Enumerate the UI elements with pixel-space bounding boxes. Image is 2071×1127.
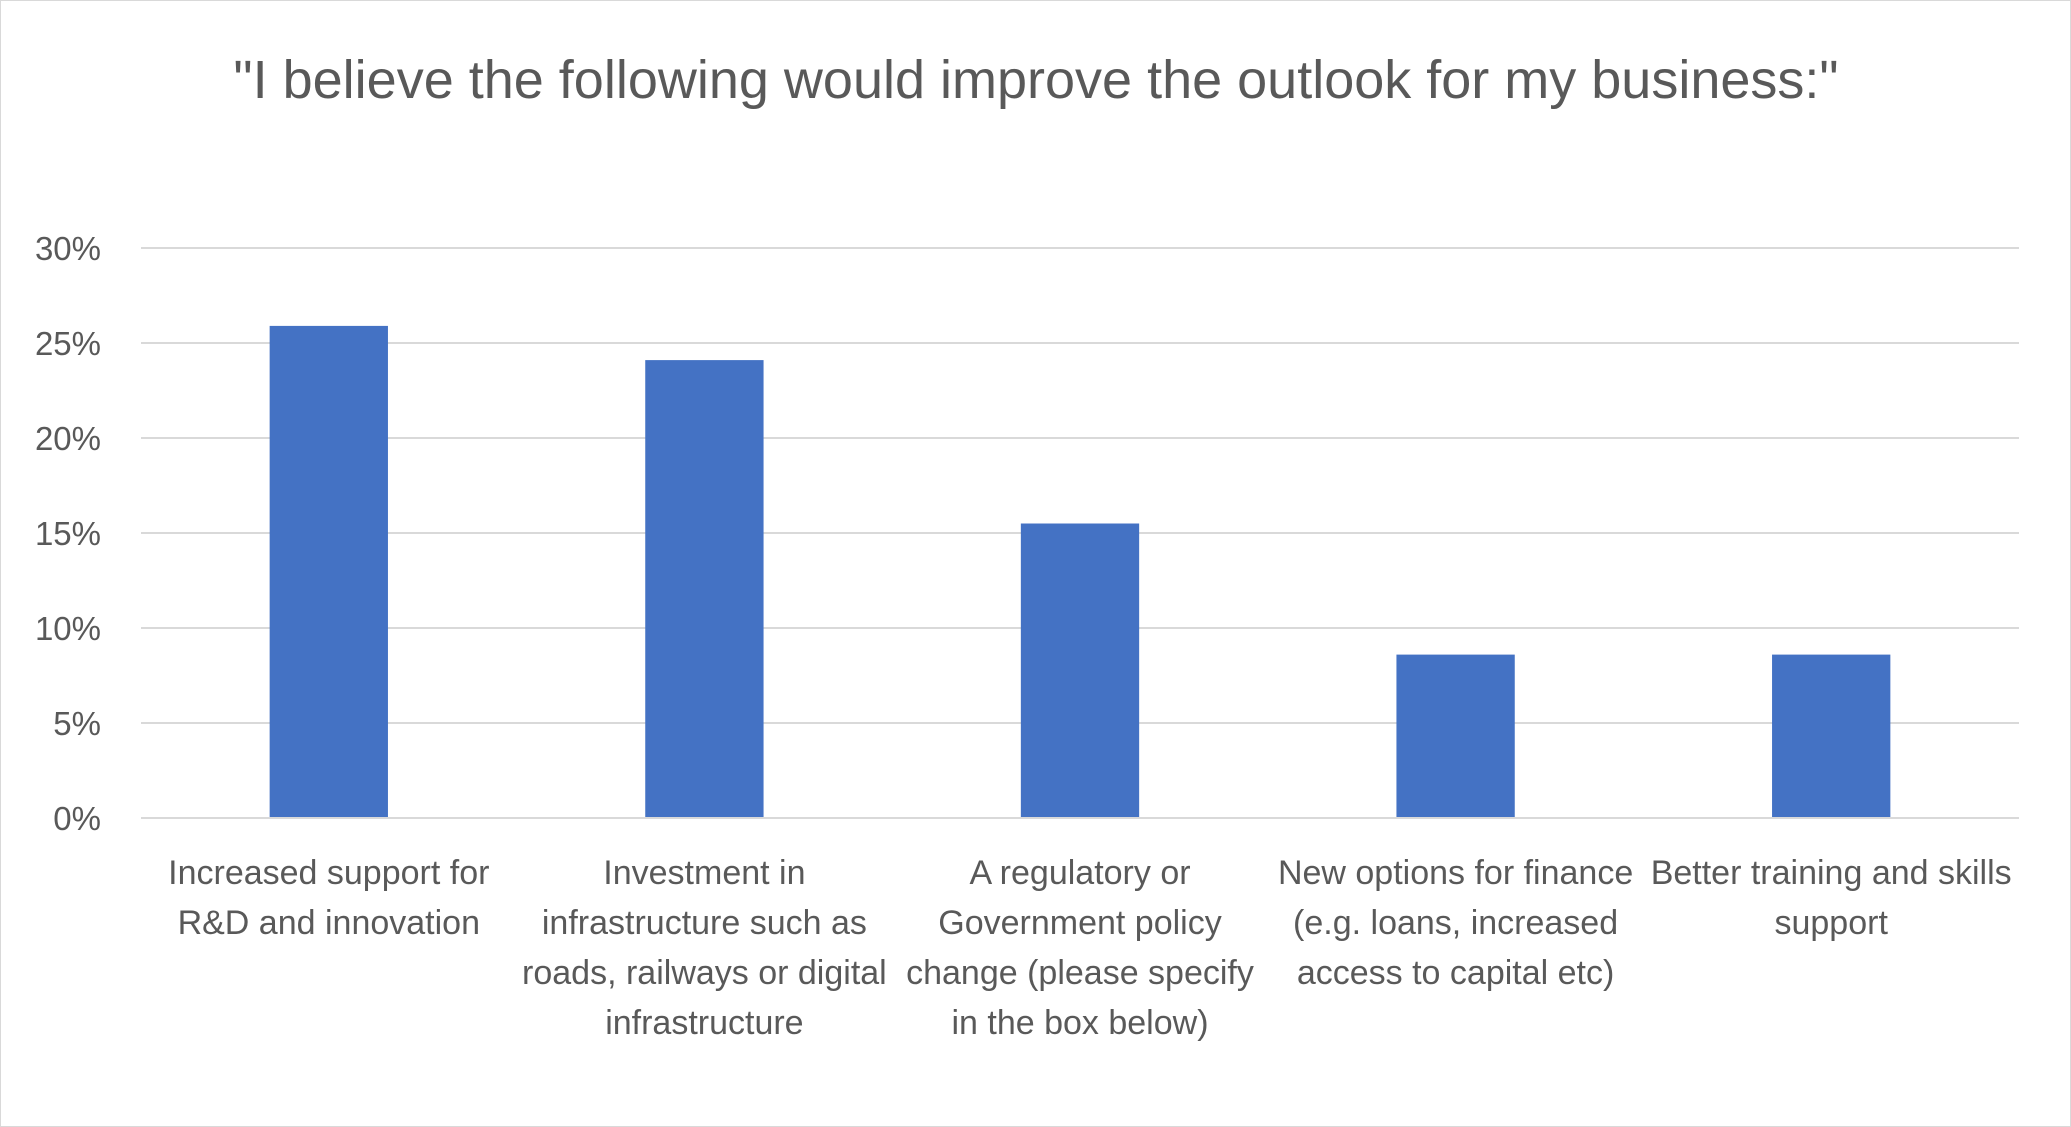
y-tick-label: 20% bbox=[35, 420, 101, 457]
bar bbox=[1396, 654, 1515, 818]
y-axis-tick-labels: 0% 5% 10% 15% 20% 25% 30% bbox=[35, 230, 101, 837]
x-category-label: A regulatory or Government policy change… bbox=[906, 854, 1254, 1042]
chart-title: "I believe the following would improve t… bbox=[233, 50, 1839, 110]
bar bbox=[269, 325, 388, 818]
y-tick-label: 0% bbox=[53, 800, 101, 837]
y-tick-label: 10% bbox=[35, 610, 101, 647]
bar bbox=[1772, 654, 1891, 818]
x-category-label: New options for finance (e.g. loans, inc… bbox=[1277, 854, 1634, 992]
bar bbox=[645, 360, 764, 818]
y-tick-label: 25% bbox=[35, 325, 101, 362]
bars bbox=[269, 325, 1891, 818]
y-tick-label: 30% bbox=[35, 230, 101, 267]
y-tick-label: 15% bbox=[35, 515, 101, 552]
x-category-label: Better training and skills support bbox=[1650, 854, 2012, 942]
x-category-label: Investment in infrastructure such as roa… bbox=[522, 854, 887, 1042]
x-category-label: Increased support for R&D and innovation bbox=[168, 854, 490, 942]
bar bbox=[1020, 523, 1140, 818]
y-tick-label: 5% bbox=[53, 705, 101, 742]
